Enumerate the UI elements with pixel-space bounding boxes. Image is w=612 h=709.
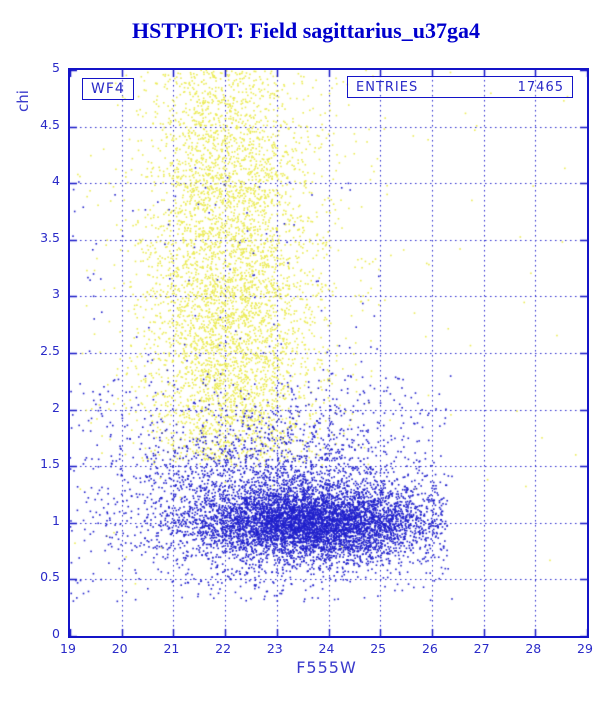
x-tick-label: 20: [111, 641, 128, 656]
plot-frame: WF4 ENTRIES 17465: [68, 68, 589, 638]
entries-box: ENTRIES 17465: [347, 76, 573, 98]
panel-label-box: WF4: [82, 78, 134, 100]
scatter-plot-canvas: [70, 70, 587, 636]
y-tick-label: 0.5: [40, 569, 60, 585]
x-tick-label: 22: [215, 641, 232, 656]
y-axis-label: chi: [14, 90, 32, 112]
x-axis-label: F555W: [296, 658, 357, 677]
y-tick-label: 4.5: [40, 116, 60, 132]
y-tick-label: 4: [52, 173, 60, 189]
panel-label: WF4: [91, 81, 125, 97]
y-tick-label: 2: [52, 399, 60, 415]
x-tick-label: 25: [370, 641, 387, 656]
y-tick-label: 2.5: [40, 343, 60, 358]
y-tick-label: 1: [52, 512, 60, 528]
x-tick-label: 26: [421, 641, 438, 656]
y-tick-label: 3.5: [40, 229, 60, 245]
x-tick-label: 28: [525, 641, 542, 656]
x-tick-label: 19: [60, 641, 76, 656]
y-tick-label: 5: [52, 60, 60, 75]
x-tick-label: 27: [473, 641, 490, 656]
x-tick-label: 24: [318, 641, 335, 656]
plot-title: HSTPHOT: Field sagittarius_u37ga4: [132, 18, 480, 43]
entries-label: ENTRIES: [356, 79, 419, 95]
x-tick-label: 23: [266, 641, 283, 656]
x-tick-label: 21: [163, 641, 180, 656]
y-tick-label: 1.5: [40, 456, 60, 472]
x-tick-label: 29: [577, 641, 593, 656]
y-tick-label: 0: [52, 626, 60, 641]
entries-value: 17465: [517, 79, 564, 95]
y-tick-label: 3: [52, 286, 60, 302]
